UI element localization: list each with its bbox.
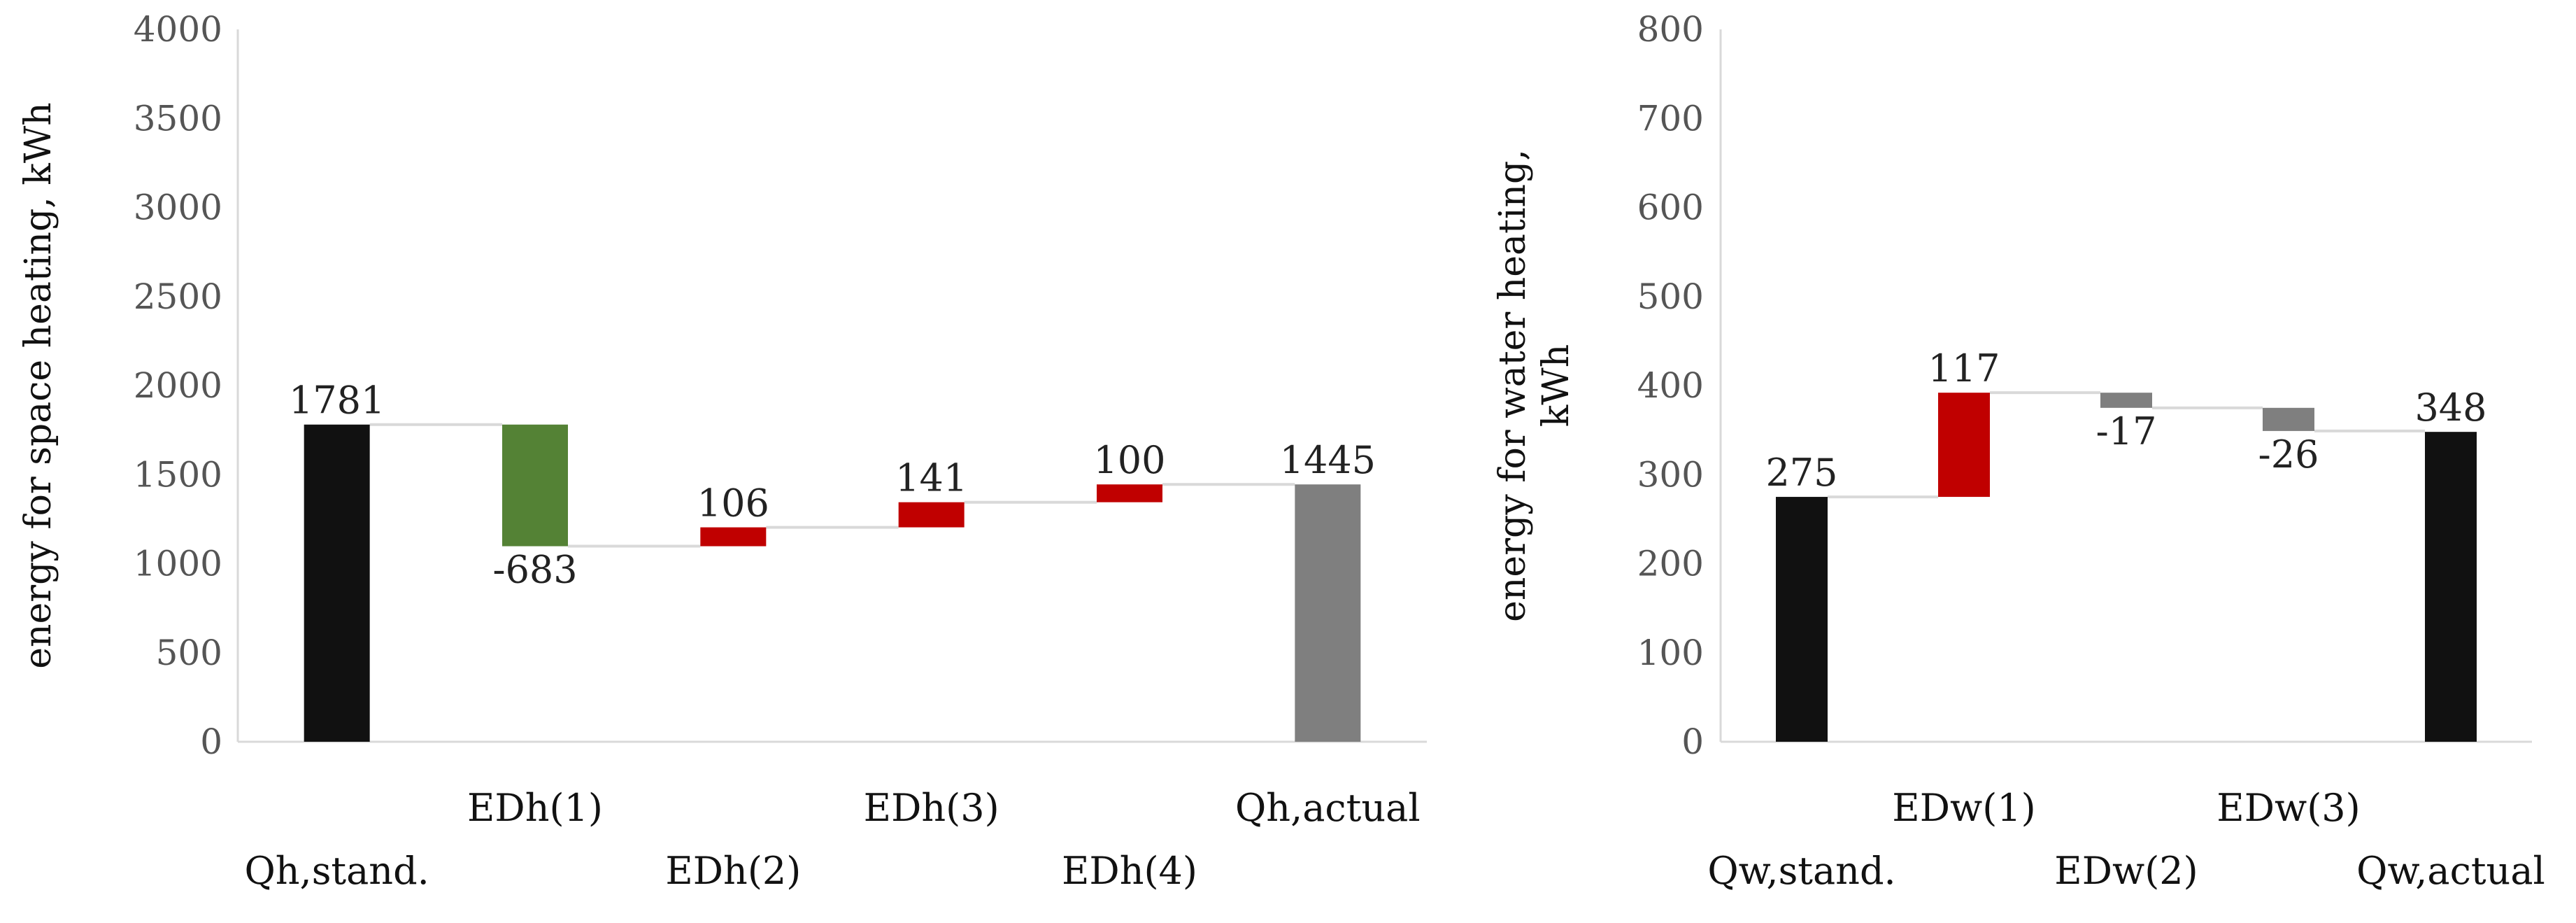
space-heating-chart: 0 500 1000 1500 2000 2500 3000 3500 4000 energy f… (17, 9, 1427, 893)
category-label: Qh,actual (1235, 786, 1421, 830)
y-axis-title: energy for water heating,kWh (1492, 149, 1577, 622)
y-tick-label: 600 (1637, 188, 1704, 228)
data-label: -17 (2096, 409, 2157, 453)
y-tick-label: 0 (1681, 721, 1704, 762)
bar (1938, 393, 1990, 498)
y-tick-label: 500 (1637, 276, 1704, 317)
category-label: Qw,actual (2356, 849, 2545, 893)
y-tick-label: 1000 (134, 544, 222, 584)
bar (898, 502, 965, 528)
category-label: Qw,stand. (1707, 849, 1895, 893)
category-label: EDw(1) (1892, 786, 2035, 830)
bar (2425, 432, 2477, 742)
bar (2100, 393, 2152, 408)
bar (1776, 497, 1828, 742)
bar (1295, 484, 1361, 742)
y-tick-label: 100 (1637, 633, 1704, 673)
data-label: 100 (1093, 438, 1165, 482)
bar (2263, 407, 2314, 431)
data-label: 275 (1765, 451, 1837, 495)
y-axis-title: energy for space heating, kWh (17, 102, 59, 669)
y-tick-label: 0 (200, 721, 222, 762)
y-tick-label: 800 (1637, 9, 1704, 50)
y-tick-label: 700 (1637, 98, 1704, 139)
y-tick-label: 3000 (134, 188, 222, 228)
y-tick-label: 200 (1637, 544, 1704, 584)
y-tick-label: 400 (1637, 365, 1704, 406)
category-label: EDw(3) (2216, 786, 2360, 830)
data-label: 117 (1928, 346, 2000, 390)
category-label: Qh,stand. (244, 849, 429, 893)
data-label: 141 (895, 456, 967, 500)
data-label: -683 (492, 548, 577, 592)
data-label: 348 (2414, 386, 2486, 430)
category-label: EDh(4) (1062, 849, 1197, 893)
y-tick-label: 1500 (134, 454, 222, 495)
y-tick-label: 2500 (134, 276, 222, 317)
bar (700, 527, 767, 547)
bar (502, 424, 568, 547)
bar (304, 424, 370, 742)
category-label: EDh(3) (864, 786, 999, 830)
y-tick-label: 3500 (134, 98, 222, 139)
data-label: -26 (2258, 432, 2319, 477)
water-heating-chart: 0 100 200 300 400 500 600 700 800 energy for wate… (1492, 9, 2545, 893)
bar (1097, 484, 1162, 502)
y-tick-label: 2000 (134, 365, 222, 406)
data-label: 1781 (289, 379, 385, 423)
y-tick-label: 300 (1637, 454, 1704, 495)
category-label: EDw(2) (2054, 849, 2198, 893)
category-label: EDh(2) (665, 849, 801, 893)
y-tick-label: 500 (156, 633, 222, 673)
data-label: 1445 (1280, 438, 1376, 482)
y-tick-label: 4000 (134, 9, 222, 50)
data-label: 106 (697, 481, 769, 526)
category-label: EDh(1) (467, 786, 603, 830)
